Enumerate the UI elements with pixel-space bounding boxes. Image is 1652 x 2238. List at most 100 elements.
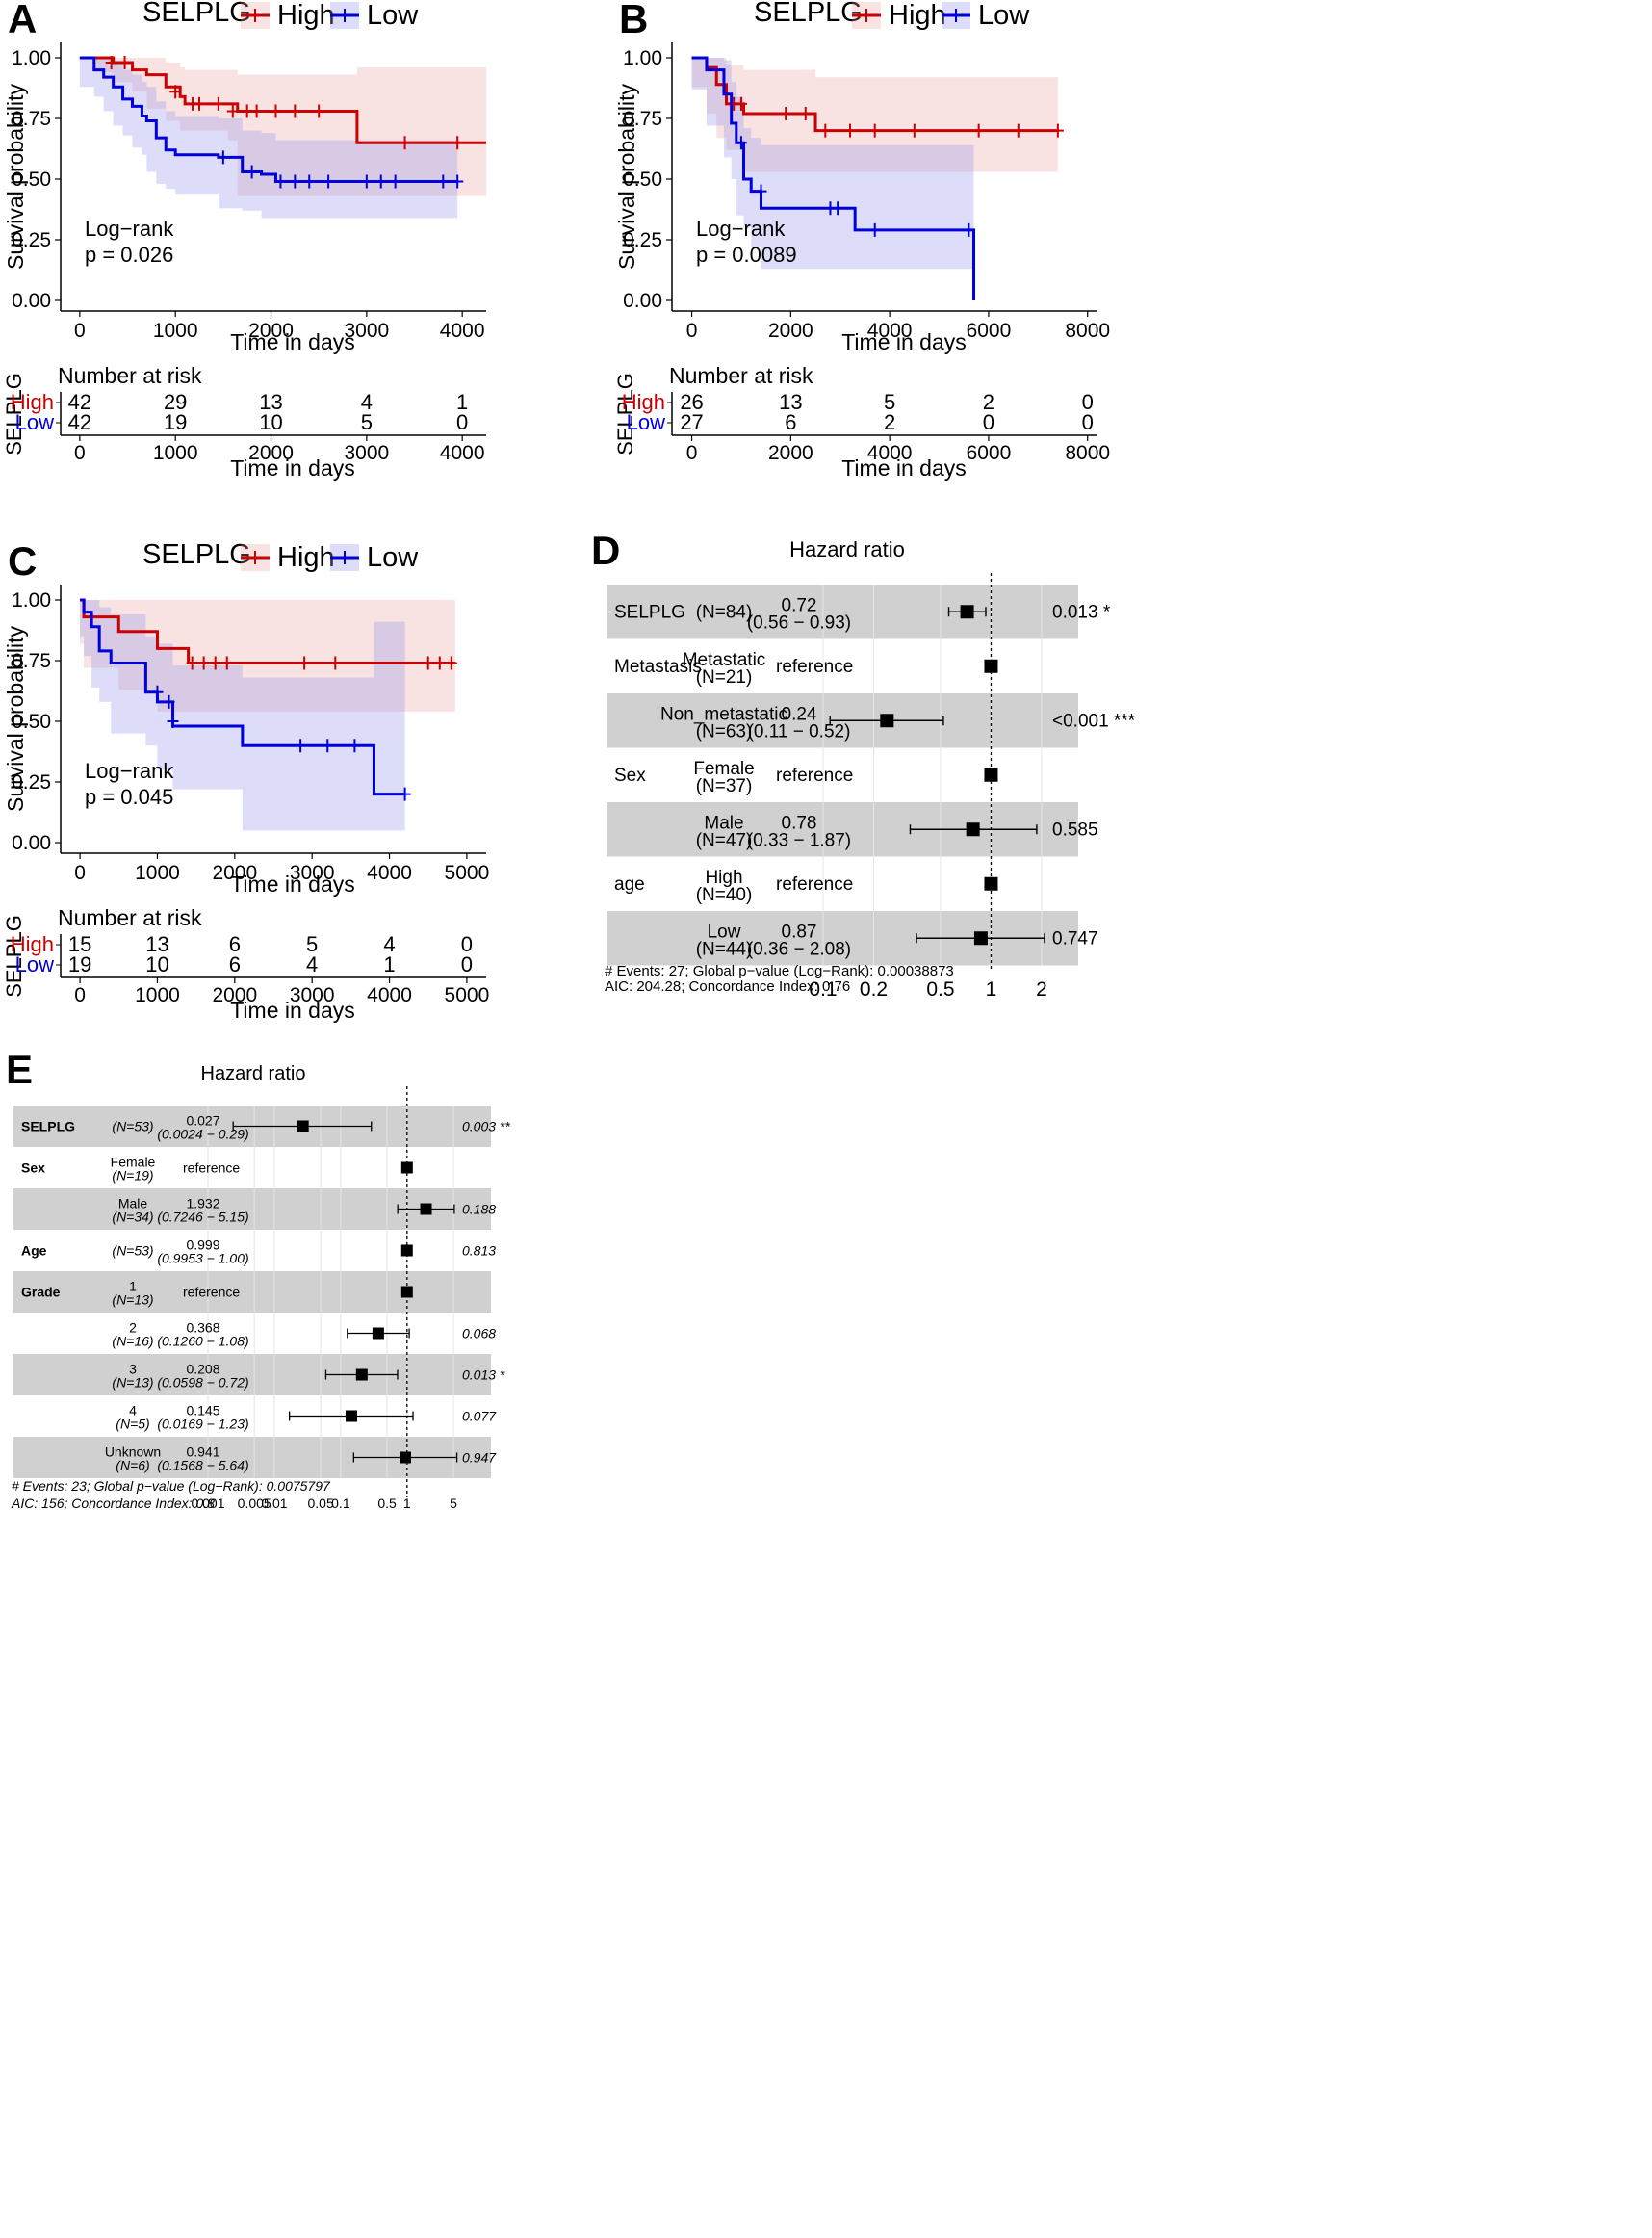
censor-mark — [799, 106, 812, 120]
n-label: (N=13) — [112, 1375, 153, 1391]
risk-table-title: Number at risk — [669, 363, 813, 388]
n-label: (N=40) — [696, 885, 753, 905]
risk-count: 10 — [259, 410, 282, 434]
censor-mark — [452, 174, 464, 189]
censor-mark — [329, 656, 342, 670]
y-axis-title: Survival probability — [3, 625, 28, 812]
legend-title: SELPLG — [142, 539, 251, 570]
risk-x-tick-label: 8000 — [1065, 442, 1110, 464]
risk-count: 13 — [259, 390, 282, 414]
ci-band-low — [79, 58, 458, 219]
hr-value: 0.145 — [186, 1403, 219, 1418]
n-label: (N=5) — [116, 1417, 149, 1432]
censor-mark — [972, 123, 985, 138]
censor-mark — [186, 656, 198, 670]
footer-aic: AIC: 156; Concordance Index: 0.8 — [11, 1496, 215, 1511]
ci-value: (0.7246 − 5.15) — [157, 1210, 248, 1225]
censor-mark — [844, 123, 857, 138]
n-label: (N=37) — [696, 776, 753, 796]
x-tick-label: 0.5 — [377, 1496, 397, 1511]
hr-point — [984, 876, 998, 891]
censor-mark — [295, 739, 307, 753]
x-tick-label: 1000 — [135, 862, 180, 884]
ci-value: (0.1568 − 5.64) — [157, 1458, 248, 1473]
risk-x-tick-label: 5000 — [445, 984, 490, 1006]
level-label: Male — [704, 813, 743, 833]
level-label: High — [705, 868, 742, 888]
y-tick-label: 0.75 — [12, 650, 51, 672]
risk-count: 6 — [785, 410, 796, 434]
p-value: 0.003 ** — [462, 1119, 510, 1134]
censor-mark — [250, 104, 263, 118]
y-tick-label: 0.00 — [623, 290, 662, 312]
censor-mark — [167, 715, 179, 728]
censor-mark — [1051, 123, 1064, 138]
y-tick-label: 0.50 — [12, 169, 51, 191]
hr-point — [346, 1410, 358, 1422]
risk-count: 5 — [361, 410, 373, 434]
x-axis-title: Time in days — [841, 329, 967, 354]
n-label: (N=21) — [696, 667, 753, 688]
censor-mark — [212, 96, 224, 111]
censor-mark — [389, 174, 401, 189]
n-label: (N=53) — [112, 1119, 153, 1134]
censor-mark — [169, 85, 182, 99]
n-label: (N=6) — [116, 1458, 149, 1473]
x-tick-label: 0.1 — [809, 978, 837, 1001]
legend: SELPLG High Low — [142, 0, 419, 31]
footer-events: # Events: 27; Global p−value (Log−Rank):… — [605, 963, 954, 979]
hr-reference: reference — [776, 874, 853, 895]
risk-row-label: High — [11, 390, 54, 414]
risk-count: 6 — [229, 952, 241, 976]
risk-x-tick-label: 0 — [74, 442, 86, 464]
survival-curve-low — [80, 598, 405, 796]
risk-row-label: Low — [627, 410, 665, 434]
y-tick-label: 1.00 — [12, 589, 51, 612]
y-tick-label: 0.25 — [623, 229, 662, 251]
y-tick-label: 0.25 — [12, 229, 51, 251]
p-value: 0.188 — [462, 1202, 496, 1217]
level-label: 3 — [129, 1362, 137, 1377]
risk-x-tick-label: 1000 — [135, 984, 180, 1006]
hr-value: 0.87 — [782, 922, 817, 942]
footer-aic: AIC: 204.28; Concordance Index: 0.76 — [605, 978, 850, 995]
x-axis-title: Time in days — [230, 329, 355, 354]
x-tick-label: 6000 — [967, 320, 1012, 342]
risk-count: 2 — [884, 410, 895, 434]
x-tick-label: 5 — [450, 1496, 457, 1511]
censor-mark — [118, 56, 131, 70]
censor-mark — [209, 656, 221, 670]
hr-value: 0.027 — [186, 1113, 219, 1129]
level-label: 2 — [129, 1320, 137, 1336]
risk-count: 29 — [164, 390, 187, 414]
variable-label: SELPLG — [21, 1119, 75, 1134]
x-tick-label: 2000 — [212, 862, 257, 884]
level-label: Metastatic — [683, 650, 766, 670]
legend-label: Low — [367, 542, 419, 573]
ci-value: (0.36 − 2.08) — [747, 939, 851, 959]
risk-x-title: Time in days — [230, 455, 355, 481]
y-tick-label: 0.25 — [12, 771, 51, 794]
risk-count: 0 — [461, 952, 473, 976]
risk-x-tick-label: 2000 — [768, 442, 813, 464]
legend: SELPLG High Low — [142, 539, 419, 573]
censor-mark — [832, 201, 844, 216]
risk-table-title: Number at risk — [58, 905, 202, 930]
panel-label: C — [8, 538, 37, 584]
forest-row: Grade 1(N=13) reference — [21, 1279, 413, 1308]
x-tick-label: 0.01 — [261, 1496, 287, 1511]
survival-curve-low — [79, 56, 458, 184]
plot-title: Hazard ratio — [789, 537, 905, 561]
y-tick-label: 0.00 — [12, 290, 51, 312]
risk-count: 4 — [383, 932, 395, 956]
risk-row-label: High — [622, 390, 665, 414]
hr-value: 1.932 — [186, 1196, 219, 1211]
hr-point — [966, 822, 980, 837]
legend-label: High — [889, 0, 946, 31]
ci-value: (0.0169 − 1.23) — [157, 1417, 248, 1432]
x-tick-label: 1 — [986, 978, 997, 1001]
p-value: <0.001 *** — [1052, 711, 1136, 731]
